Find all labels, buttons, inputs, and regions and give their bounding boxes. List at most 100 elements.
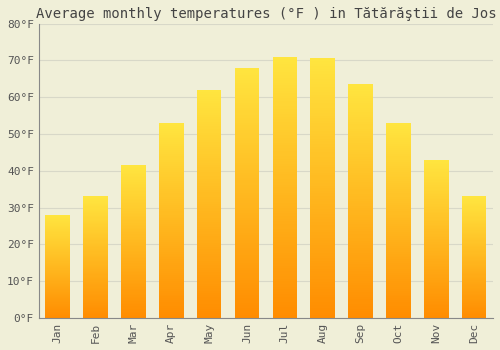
- Bar: [197, 256, 222, 259]
- Bar: [424, 307, 448, 308]
- Bar: [121, 182, 146, 183]
- Bar: [84, 290, 108, 291]
- Bar: [197, 149, 222, 151]
- Bar: [424, 205, 448, 207]
- Bar: [234, 133, 260, 135]
- Bar: [462, 199, 486, 200]
- Bar: [386, 279, 410, 281]
- Bar: [348, 126, 373, 129]
- Bar: [159, 226, 184, 228]
- Bar: [46, 232, 70, 233]
- Bar: [462, 290, 486, 291]
- Bar: [272, 221, 297, 224]
- Bar: [84, 270, 108, 271]
- Bar: [234, 153, 260, 155]
- Bar: [84, 216, 108, 217]
- Bar: [272, 300, 297, 302]
- Bar: [159, 275, 184, 277]
- Bar: [121, 284, 146, 286]
- Bar: [462, 299, 486, 300]
- Bar: [310, 123, 335, 126]
- Bar: [159, 158, 184, 160]
- Bar: [159, 189, 184, 191]
- Bar: [386, 273, 410, 275]
- Bar: [348, 121, 373, 124]
- Bar: [386, 191, 410, 193]
- Bar: [84, 288, 108, 289]
- Bar: [159, 152, 184, 154]
- Bar: [386, 296, 410, 299]
- Bar: [424, 171, 448, 172]
- Bar: [46, 281, 70, 282]
- Bar: [121, 260, 146, 261]
- Bar: [272, 224, 297, 226]
- Bar: [121, 243, 146, 245]
- Bar: [310, 305, 335, 308]
- Bar: [424, 185, 448, 187]
- Bar: [272, 148, 297, 151]
- Bar: [424, 231, 448, 232]
- Title: Average monthly temperatures (°F ) in Tătărăştii de Jos: Average monthly temperatures (°F ) in Tă…: [36, 7, 496, 21]
- Bar: [272, 294, 297, 297]
- Bar: [159, 304, 184, 306]
- Bar: [84, 306, 108, 307]
- Bar: [424, 201, 448, 202]
- Bar: [424, 204, 448, 205]
- Bar: [462, 256, 486, 257]
- Bar: [462, 249, 486, 250]
- Bar: [386, 144, 410, 146]
- Bar: [424, 302, 448, 304]
- Bar: [424, 283, 448, 285]
- Bar: [272, 164, 297, 166]
- Bar: [348, 114, 373, 117]
- Bar: [272, 253, 297, 255]
- Bar: [272, 268, 297, 271]
- Bar: [462, 297, 486, 299]
- Bar: [424, 313, 448, 315]
- Bar: [46, 263, 70, 264]
- Bar: [310, 66, 335, 69]
- Bar: [121, 267, 146, 269]
- Bar: [462, 262, 486, 263]
- Bar: [84, 272, 108, 273]
- Bar: [424, 209, 448, 210]
- Bar: [348, 168, 373, 171]
- Bar: [310, 308, 335, 310]
- Bar: [310, 82, 335, 84]
- Bar: [386, 234, 410, 236]
- Bar: [424, 236, 448, 237]
- Bar: [386, 265, 410, 267]
- Bar: [348, 248, 373, 250]
- Bar: [84, 203, 108, 204]
- Bar: [84, 302, 108, 303]
- Bar: [197, 138, 222, 140]
- Bar: [424, 251, 448, 253]
- Bar: [272, 64, 297, 67]
- Bar: [462, 274, 486, 275]
- Bar: [46, 218, 70, 219]
- Bar: [121, 229, 146, 231]
- Bar: [386, 170, 410, 172]
- Bar: [46, 289, 70, 290]
- Bar: [310, 134, 335, 136]
- Bar: [84, 241, 108, 243]
- Bar: [424, 220, 448, 222]
- Bar: [121, 191, 146, 193]
- Bar: [348, 271, 373, 274]
- Bar: [46, 304, 70, 306]
- Bar: [159, 314, 184, 316]
- Bar: [121, 274, 146, 275]
- Bar: [121, 312, 146, 313]
- Bar: [348, 171, 373, 173]
- Bar: [272, 247, 297, 250]
- Bar: [234, 115, 260, 118]
- Bar: [234, 295, 260, 298]
- Bar: [348, 231, 373, 234]
- Bar: [84, 215, 108, 216]
- Bar: [272, 203, 297, 205]
- Bar: [310, 178, 335, 180]
- Bar: [310, 147, 335, 149]
- Bar: [121, 245, 146, 246]
- Bar: [386, 267, 410, 269]
- Bar: [462, 223, 486, 224]
